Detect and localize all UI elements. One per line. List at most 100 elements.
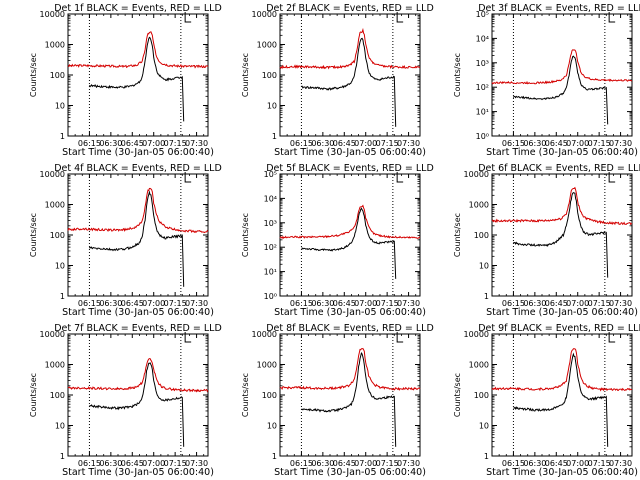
y-tick-label: 10 bbox=[55, 422, 65, 431]
plot-frame bbox=[491, 13, 633, 137]
y-axis-label: Counts/sec bbox=[241, 213, 250, 257]
x-tick-label: 06:15 bbox=[78, 459, 101, 468]
x-tick-label: 06:15 bbox=[78, 299, 101, 308]
panel-title: Det 8f BLACK = Events, RED = LLD bbox=[266, 323, 434, 334]
x-tick-label: 06:30 bbox=[311, 139, 334, 148]
y-tick-label: 1000 bbox=[45, 361, 65, 370]
y-tick-label: 10 bbox=[479, 422, 489, 431]
y-tick-label: 10¹ bbox=[264, 268, 277, 277]
detector-panel-5: Det 5f BLACK = Events, RED = LLD 10⁰ 10¹ 10… bbox=[241, 163, 434, 318]
series-line-lld bbox=[67, 187, 209, 234]
top-bracket-marker bbox=[608, 332, 616, 343]
top-bracket-marker bbox=[184, 172, 192, 183]
series-line-events bbox=[88, 190, 185, 287]
x-tick-label: 07:15 bbox=[376, 459, 399, 468]
x-tick-label: 07:30 bbox=[185, 139, 208, 148]
x-axis-label: Start Time (30-Jan-05 06:00:40) bbox=[62, 307, 214, 318]
panel-title: Det 7f BLACK = Events, RED = LLD bbox=[54, 323, 222, 334]
series-line-events bbox=[88, 36, 185, 122]
top-bracket-marker bbox=[608, 12, 616, 23]
y-tick-label: 1 bbox=[60, 292, 65, 301]
y-tick-label: 10⁴ bbox=[264, 194, 277, 203]
x-tick-label: 06:45 bbox=[121, 459, 144, 468]
x-tick-label: 07:30 bbox=[609, 299, 632, 308]
x-tick-label: 07:15 bbox=[376, 299, 399, 308]
panel-title: Det 3f BLACK = Events, RED = LLD bbox=[478, 3, 640, 14]
panel-title: Det 2f BLACK = Events, RED = LLD bbox=[266, 3, 434, 14]
x-tick-label: 06:45 bbox=[333, 299, 356, 308]
x-tick-label: 06:15 bbox=[290, 139, 313, 148]
y-axis-label: Counts/sec bbox=[453, 373, 462, 417]
y-tick-label: 10⁴ bbox=[476, 34, 489, 43]
y-tick-label: 10 bbox=[479, 262, 489, 271]
x-tick-label: 07:00 bbox=[566, 459, 589, 468]
x-tick-label: 07:15 bbox=[164, 139, 187, 148]
y-tick-label: 10² bbox=[476, 83, 489, 92]
x-axis-label: Start Time (30-Jan-05 06:00:40) bbox=[62, 147, 214, 158]
y-tick-label: 10000 bbox=[40, 170, 65, 179]
panel-title: Det 5f BLACK = Events, RED = LLD bbox=[266, 163, 434, 174]
detector-panel-9: Det 9f BLACK = Events, RED = LLD 1 10 100 10… bbox=[453, 323, 640, 478]
y-axis-label: Counts/sec bbox=[29, 53, 38, 97]
series-line-lld bbox=[491, 348, 633, 392]
x-tick-label: 07:00 bbox=[354, 139, 377, 148]
y-tick-label: 1 bbox=[484, 452, 489, 461]
y-tick-label: 10000 bbox=[40, 330, 65, 339]
series-line-events bbox=[513, 191, 609, 278]
series-line-events bbox=[88, 362, 185, 447]
x-tick-label: 06:45 bbox=[121, 299, 144, 308]
x-tick-label: 06:15 bbox=[502, 459, 525, 468]
detector-panel-2: Det 2f BLACK = Events, RED = LLD 1 10 100 10… bbox=[241, 3, 434, 158]
x-tick-label: 06:30 bbox=[311, 459, 334, 468]
x-axis-label: Start Time (30-Jan-05 06:00:40) bbox=[486, 307, 638, 318]
y-tick-label: 1000 bbox=[257, 41, 277, 50]
series-line-events bbox=[513, 352, 609, 447]
y-tick-label: 10 bbox=[55, 102, 65, 111]
series-line-lld bbox=[279, 204, 421, 240]
y-axis-label: Counts/sec bbox=[29, 213, 38, 257]
x-axis-label: Start Time (30-Jan-05 06:00:40) bbox=[62, 467, 214, 478]
detector-panel-7: Det 7f BLACK = Events, RED = LLD 1 10 100 10… bbox=[29, 323, 222, 478]
series-line-lld bbox=[67, 358, 209, 393]
y-tick-label: 10 bbox=[267, 422, 277, 431]
y-tick-label: 10 bbox=[267, 102, 277, 111]
y-tick-label: 1 bbox=[484, 292, 489, 301]
y-tick-label: 1000 bbox=[45, 41, 65, 50]
top-bracket-marker bbox=[184, 12, 192, 23]
y-axis-label: Counts/sec bbox=[453, 213, 462, 257]
detector-panel-4: Det 4f BLACK = Events, RED = LLD 1 10 100 10… bbox=[29, 163, 222, 318]
y-tick-label: 100 bbox=[474, 391, 489, 400]
x-axis-label: Start Time (30-Jan-05 06:00:40) bbox=[486, 147, 638, 158]
y-tick-label: 100 bbox=[50, 71, 65, 80]
x-axis-label: Start Time (30-Jan-05 06:00:40) bbox=[486, 467, 638, 478]
x-tick-label: 06:45 bbox=[333, 459, 356, 468]
x-tick-label: 07:00 bbox=[566, 139, 589, 148]
x-tick-label: 07:15 bbox=[588, 139, 611, 148]
x-tick-label: 06:30 bbox=[99, 459, 122, 468]
x-tick-label: 06:15 bbox=[290, 299, 313, 308]
x-axis-label: Start Time (30-Jan-05 06:00:40) bbox=[274, 307, 426, 318]
x-tick-label: 07:30 bbox=[397, 299, 420, 308]
y-axis-label: Counts/sec bbox=[241, 373, 250, 417]
panel-title: Det 4f BLACK = Events, RED = LLD bbox=[54, 163, 222, 174]
y-axis-label: Counts/sec bbox=[453, 53, 462, 97]
panel-title: Det 6f BLACK = Events, RED = LLD bbox=[478, 163, 640, 174]
x-tick-label: 07:15 bbox=[588, 459, 611, 468]
y-tick-label: 10⁰ bbox=[264, 292, 277, 301]
y-tick-label: 100 bbox=[262, 71, 277, 80]
x-tick-label: 07:30 bbox=[397, 139, 420, 148]
y-tick-label: 100 bbox=[474, 231, 489, 240]
x-tick-label: 07:00 bbox=[142, 299, 165, 308]
x-tick-label: 06:15 bbox=[502, 139, 525, 148]
plot-frame bbox=[279, 173, 421, 297]
x-tick-label: 06:15 bbox=[502, 299, 525, 308]
series-line-lld bbox=[491, 186, 633, 226]
x-tick-label: 06:30 bbox=[99, 299, 122, 308]
series-line-lld bbox=[67, 31, 209, 69]
y-tick-label: 10⁵ bbox=[264, 170, 277, 179]
y-tick-label: 10000 bbox=[252, 330, 277, 339]
x-tick-label: 07:30 bbox=[185, 459, 208, 468]
y-tick-label: 10000 bbox=[464, 170, 489, 179]
x-tick-label: 07:00 bbox=[354, 459, 377, 468]
